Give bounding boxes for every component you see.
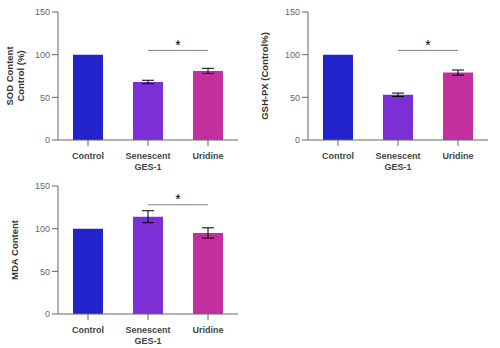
svg-text:Uridine: Uridine — [442, 151, 473, 161]
svg-text:*: * — [175, 191, 181, 207]
svg-text:100: 100 — [35, 224, 50, 234]
svg-text:Control: Control — [72, 325, 104, 335]
svg-text:SenescentGES-1: SenescentGES-1 — [375, 151, 420, 172]
svg-text:SenescentGES-1: SenescentGES-1 — [125, 151, 170, 172]
svg-text:Control: Control — [72, 151, 104, 161]
svg-text:SenescentGES-1: SenescentGES-1 — [125, 325, 170, 346]
svg-text:Control: Control — [322, 151, 354, 161]
svg-text:MDA Content: MDA Content — [9, 219, 20, 280]
svg-text:150: 150 — [35, 181, 50, 191]
svg-text:0: 0 — [45, 135, 50, 145]
svg-text:0: 0 — [45, 309, 50, 319]
svg-text:Uridine: Uridine — [192, 151, 223, 161]
svg-text:150: 150 — [285, 7, 300, 17]
svg-text:50: 50 — [40, 267, 50, 277]
svg-text:100: 100 — [285, 50, 300, 60]
svg-text:100: 100 — [35, 50, 50, 60]
svg-text:50: 50 — [290, 93, 300, 103]
svg-text:50: 50 — [40, 93, 50, 103]
svg-text:Uridine: Uridine — [192, 325, 223, 335]
svg-text:*: * — [175, 37, 181, 53]
svg-text:GSH-PX (Control%): GSH-PX (Control%) — [259, 32, 270, 120]
svg-text:SOD ContentControl (%): SOD ContentControl (%) — [8, 46, 25, 106]
svg-text:*: * — [425, 37, 431, 53]
svg-text:150: 150 — [35, 7, 50, 17]
svg-text:0: 0 — [295, 135, 300, 145]
